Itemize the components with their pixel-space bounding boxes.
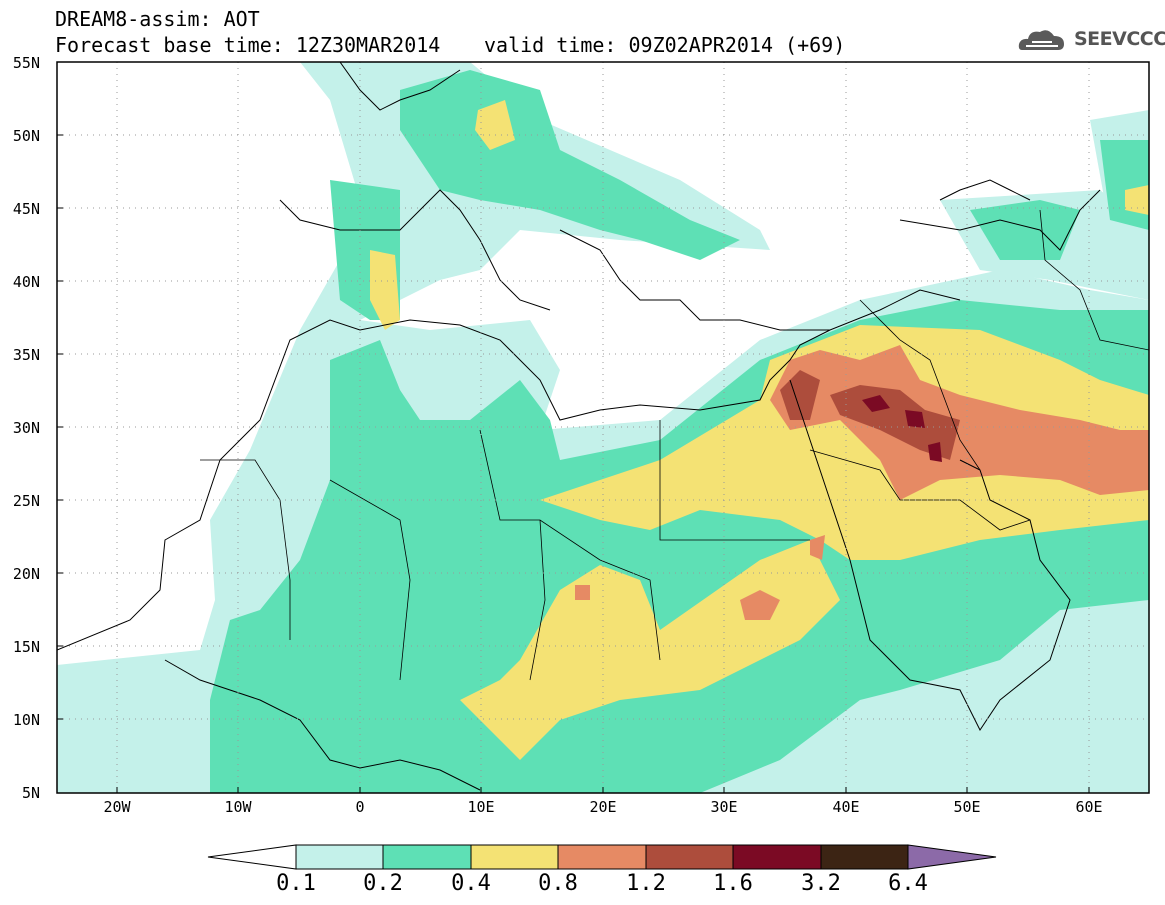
lat-label: 35N xyxy=(12,346,40,364)
colorbar-label: 3.2 xyxy=(801,871,841,896)
colorbar-bin xyxy=(295,844,384,870)
colorbar-label: 0.4 xyxy=(451,871,491,896)
aot-level-0-8 xyxy=(575,345,1149,620)
lon-label: 10E xyxy=(467,798,495,816)
lat-label: 55N xyxy=(12,54,40,72)
colorbar-bin xyxy=(645,844,734,870)
graticule xyxy=(57,62,1149,793)
lat-label: 45N xyxy=(12,200,40,218)
colorbar-label: 0.1 xyxy=(276,871,316,896)
colorbar-label: 0.8 xyxy=(538,871,578,896)
lon-label: 20W xyxy=(103,798,131,816)
lat-label: 20N xyxy=(12,565,40,583)
colorbar-label: 6.4 xyxy=(888,871,928,896)
colorbar-label: 1.2 xyxy=(626,871,666,896)
lat-label: 10N xyxy=(12,711,40,729)
colorbar xyxy=(207,844,997,870)
lon-label: 20E xyxy=(589,798,617,816)
lat-label: 5N xyxy=(21,784,40,802)
axis-ticks xyxy=(57,134,1090,793)
colorbar-label: 0.2 xyxy=(363,871,403,896)
lat-label: 15N xyxy=(12,638,40,656)
colorbar-under xyxy=(207,844,297,870)
colorbar-bin xyxy=(820,844,909,870)
lat-label: 40N xyxy=(12,273,40,291)
lon-label: 0 xyxy=(355,798,365,816)
forecast-base-time: Forecast base time: 12Z30MAR2014 xyxy=(55,33,441,57)
aot-field xyxy=(57,62,1149,793)
colorbar-bin xyxy=(732,844,822,870)
colorbar-bin xyxy=(382,844,472,870)
lon-label: 50E xyxy=(953,798,981,816)
valid-time: valid time: 09Z02APR2014 (+69) xyxy=(484,33,846,57)
logo-text: SEEVCCC xyxy=(1074,28,1165,50)
colorbar-label: 1.6 xyxy=(713,871,753,896)
aot-level-1-6 xyxy=(862,395,942,462)
coastlines xyxy=(57,62,1101,791)
aot-level-1-2 xyxy=(780,370,960,460)
colorbar-bin xyxy=(557,844,647,870)
lat-label: 30N xyxy=(12,419,40,437)
lon-label: 40E xyxy=(832,798,860,816)
map-title: DREAM8-assim: AOT xyxy=(55,7,260,31)
lon-label: 10W xyxy=(224,798,252,816)
lon-label: 30E xyxy=(710,798,738,816)
lat-label: 50N xyxy=(12,127,40,145)
lon-label: 60E xyxy=(1075,798,1103,816)
borders xyxy=(200,209,1149,681)
colorbar-over xyxy=(907,844,997,870)
colorbar-bin xyxy=(470,844,559,870)
lat-label: 25N xyxy=(12,492,40,510)
cloud-icon xyxy=(1018,30,1064,50)
